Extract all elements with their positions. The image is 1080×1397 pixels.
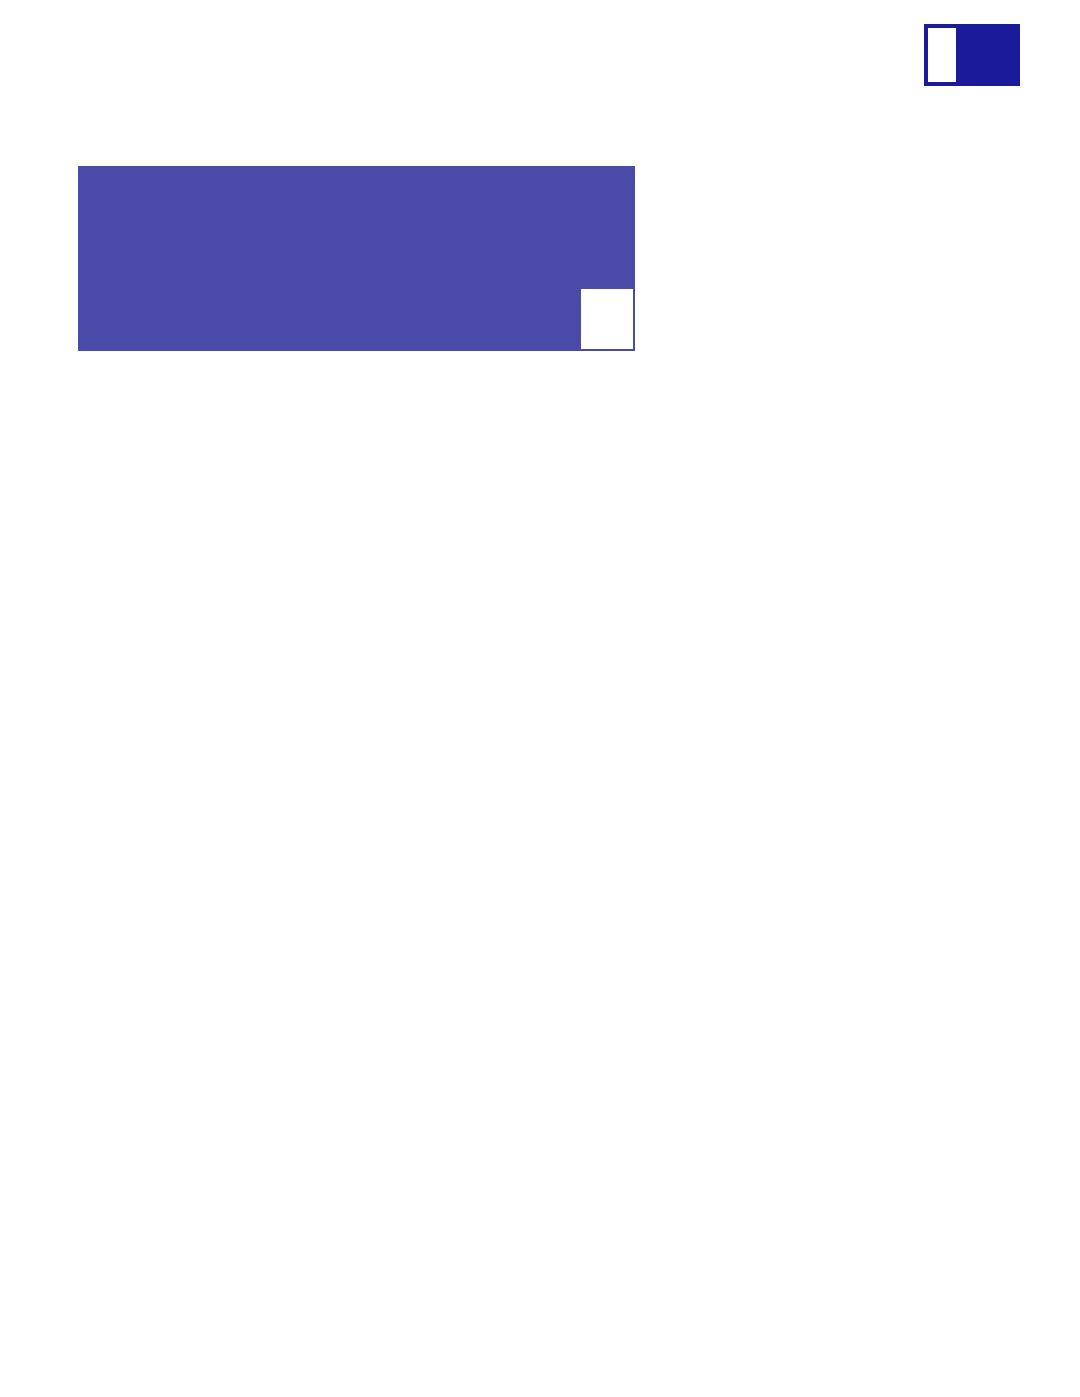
footnote-cell (79, 289, 580, 350)
col-message (79, 276, 249, 289)
supported-legend-cell (79, 167, 580, 198)
header-box (924, 24, 1020, 86)
col-page (249, 276, 415, 289)
col-status-code (414, 276, 580, 289)
page-header (0, 0, 1080, 86)
table-header-row-1 (79, 167, 634, 198)
table-header-row-2 (79, 198, 634, 276)
table-footnote-row (79, 289, 634, 350)
page-number (924, 24, 960, 86)
printer-model-header (580, 167, 634, 198)
section-title (960, 24, 1020, 86)
printer-models-cell (580, 198, 634, 289)
footnote-blank-cell (580, 289, 634, 350)
not-supported-legend-cell (79, 198, 580, 276)
pjl-messages-table (78, 166, 635, 351)
table-header-row-3 (79, 276, 634, 289)
